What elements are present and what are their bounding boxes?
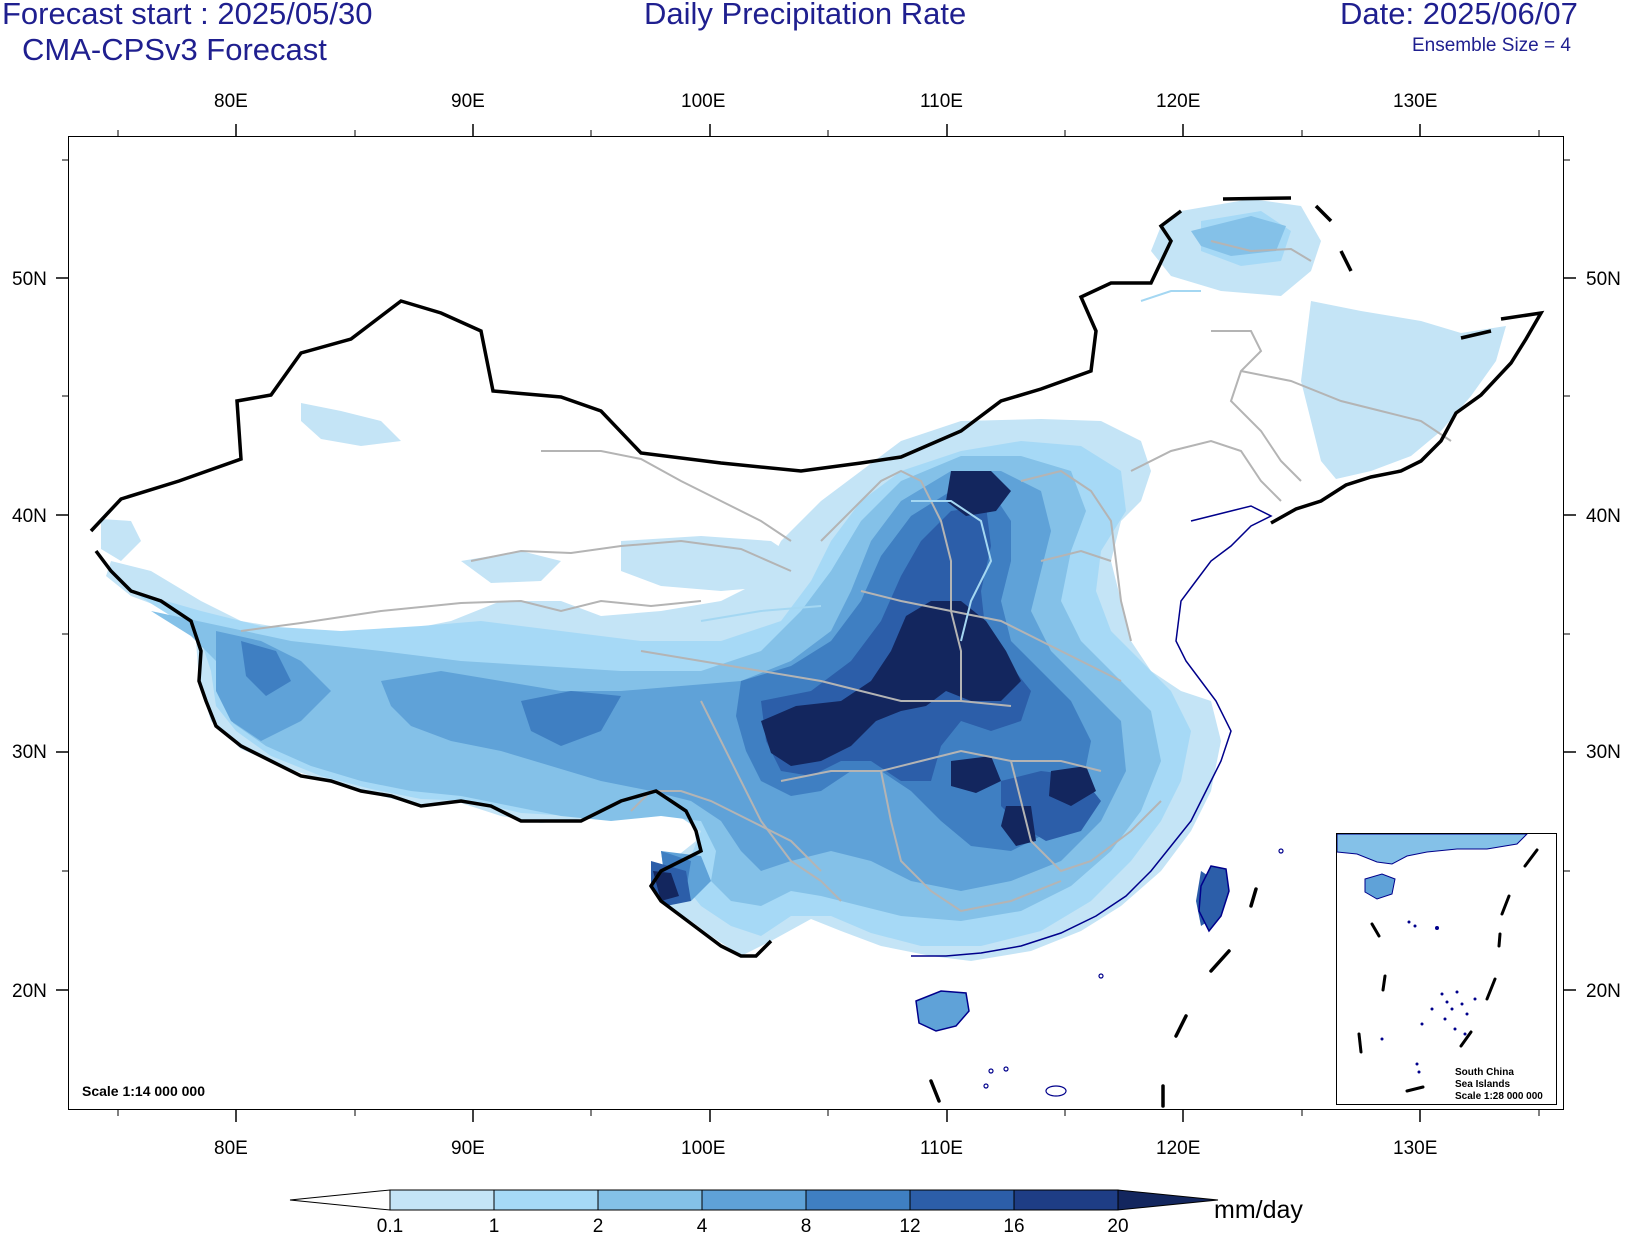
lon-label-top-100E: 100E	[681, 91, 726, 112]
lat-label-left-20N: 20N	[12, 981, 47, 1002]
lon-label-bottom-110E: 110E	[920, 1138, 963, 1159]
national-border	[89, 209, 1183, 533]
inset-title-line1: South China	[1455, 1067, 1514, 1078]
colorbar-box	[805, 1189, 911, 1211]
lat-label-right-20N: 20N	[1586, 981, 1621, 1002]
lat-label-right-50N: 50N	[1586, 269, 1621, 290]
inset-scale-label: Scale 1:28 000 000	[1455, 1091, 1543, 1102]
south-china-sea-inset: South China Sea Islands Scale 1:28 000 0…	[1336, 833, 1557, 1105]
inset-coast-fill	[1337, 834, 1528, 865]
colorbar-under-triangle	[289, 1189, 391, 1211]
national-border-ne	[1222, 196, 1292, 201]
lat-label-right-30N: 30N	[1586, 742, 1621, 763]
small-islands	[983, 848, 1284, 1097]
lon-label-bottom-80E: 80E	[214, 1138, 248, 1159]
colorbar-box	[597, 1189, 703, 1211]
lat-label-left-50N: 50N	[12, 269, 47, 290]
lon-label-bottom-130E: 130E	[1393, 1138, 1438, 1159]
inset-map-svg	[1337, 834, 1539, 1093]
colorbar-box	[909, 1189, 1015, 1211]
chart-title: Daily Precipitation Rate	[644, 0, 967, 31]
lon-label-bottom-90E: 90E	[451, 1138, 485, 1159]
lon-label-bottom-120E: 120E	[1156, 1138, 1201, 1159]
lat-label-left-40N: 40N	[12, 506, 47, 527]
map-scale-label: Scale 1:14 000 000	[82, 1083, 205, 1099]
lon-label-top-120E: 120E	[1156, 91, 1201, 112]
colorbar-box	[389, 1189, 495, 1211]
ensemble-size-label: Ensemble Size = 4	[1412, 35, 1571, 56]
inset-title-line2: Sea Islands	[1455, 1079, 1511, 1090]
taiwan-island	[1198, 865, 1230, 933]
colorbar-box	[493, 1189, 599, 1211]
lon-label-top-80E: 80E	[214, 91, 248, 112]
lon-label-top-110E: 110E	[920, 91, 963, 112]
colorbar-tick-label: 0.1	[376, 1216, 404, 1237]
colorbar-tick-label: 16	[1003, 1216, 1025, 1237]
inset-dashes	[1357, 848, 1539, 1093]
maritime-boundary-dashes	[929, 887, 1258, 1108]
colorbar-tick-label: 12	[899, 1216, 921, 1237]
valid-date-label: Date: 2025/06/07	[1340, 0, 1578, 31]
colorbar-tick-label: 2	[592, 1216, 604, 1237]
colorbar-over-triangle	[1117, 1189, 1219, 1211]
colorbar-tick-label: 8	[800, 1216, 812, 1237]
lat-label-left-30N: 30N	[12, 742, 47, 763]
model-name-label: CMA-CPSv3 Forecast	[22, 32, 327, 67]
coastline	[911, 505, 1273, 957]
colorbar-tick-label: 20	[1107, 1216, 1129, 1237]
colorbar-tick-label: 4	[696, 1216, 708, 1237]
colorbar-tick-label: 1	[488, 1216, 500, 1237]
hainan-island	[915, 990, 970, 1032]
map-panel	[68, 136, 1564, 1110]
precip-20-plus-layer	[653, 471, 1096, 901]
lon-label-top-90E: 90E	[451, 91, 485, 112]
lon-label-bottom-100E: 100E	[681, 1138, 726, 1159]
lon-label-top-130E: 130E	[1393, 91, 1438, 112]
lat-label-right-40N: 40N	[1586, 506, 1621, 527]
colorbar-unit-label: mm/day	[1214, 1196, 1303, 1224]
inset-islands	[1380, 920, 1477, 1074]
inset-hainan	[1364, 873, 1396, 900]
colorbar-box	[1013, 1189, 1119, 1211]
forecast-start-label: Forecast start : 2025/05/30	[2, 0, 373, 31]
precipitation-map	[89, 196, 1545, 1108]
rivers	[700, 290, 1201, 642]
colorbar-box	[701, 1189, 807, 1211]
